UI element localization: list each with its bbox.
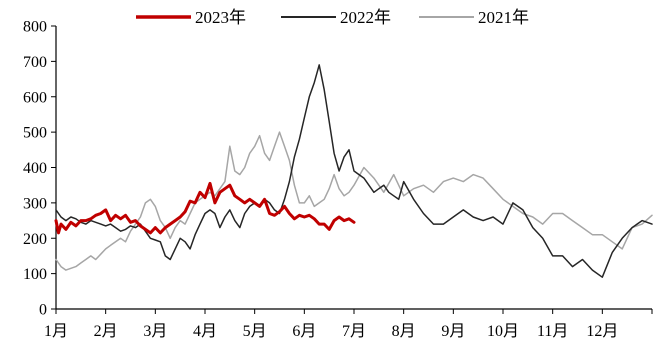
y-tick-label: 100 xyxy=(23,266,47,283)
x-tick-label: 2月 xyxy=(94,323,118,340)
series-line-2 xyxy=(55,131,653,271)
x-tick-label: 10月 xyxy=(487,323,519,340)
legend-label-1: 2022年 xyxy=(340,8,391,27)
x-tick-label: 6月 xyxy=(292,323,316,340)
x-tick-label: 9月 xyxy=(441,323,465,340)
y-tick-label: 200 xyxy=(23,231,47,248)
legend: 2023年 2022年 2021年 xyxy=(136,8,529,27)
y-tick-label: 800 xyxy=(23,19,47,36)
series-group xyxy=(54,64,653,278)
y-tick-label: 500 xyxy=(23,125,47,142)
series-line-0 xyxy=(54,181,356,235)
legend-label-0: 2023年 xyxy=(195,8,246,27)
x-tick-label: 11月 xyxy=(537,323,568,340)
x-tick-label: 3月 xyxy=(143,323,167,340)
x-tick-label: 8月 xyxy=(392,323,416,340)
y-tick-label: 700 xyxy=(23,54,47,71)
y-tick-label: 300 xyxy=(23,195,47,212)
x-tick-label: 1月 xyxy=(44,323,68,340)
x-tick-label: 5月 xyxy=(243,323,267,340)
y-axis: 0 100 200 300 400 500 600 700 800 xyxy=(23,19,57,319)
y-tick-label: 0 xyxy=(39,302,47,319)
legend-label-2: 2021年 xyxy=(478,8,529,27)
x-tick-label: 7月 xyxy=(342,323,366,340)
y-tick-label: 600 xyxy=(23,89,47,106)
y-tick-label: 400 xyxy=(23,160,47,177)
x-tick-label: 12月 xyxy=(586,323,618,340)
x-axis: 1月 2月 3月 4月 5月 6月 7月 8月 9月 10月 11月 12月 xyxy=(44,308,653,340)
x-tick-label: 4月 xyxy=(193,323,217,340)
series-line-1 xyxy=(55,64,653,278)
